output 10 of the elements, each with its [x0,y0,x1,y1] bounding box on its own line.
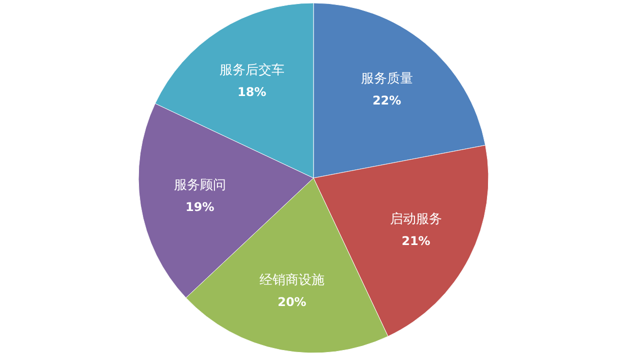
slice-label: 服务质量 [360,71,413,86]
slice-label: 启动服务 [390,211,442,228]
data-label: 21% [402,234,430,248]
data-label: 18% [238,84,266,99]
slice-label: 经销商设施 [259,272,324,288]
data-label: 19% [186,200,214,214]
slice-label: 服务后交车 [219,62,284,78]
data-label: 22% [372,93,402,108]
slice-label: 服务顾问 [174,178,226,193]
data-label: 20% [278,294,306,309]
